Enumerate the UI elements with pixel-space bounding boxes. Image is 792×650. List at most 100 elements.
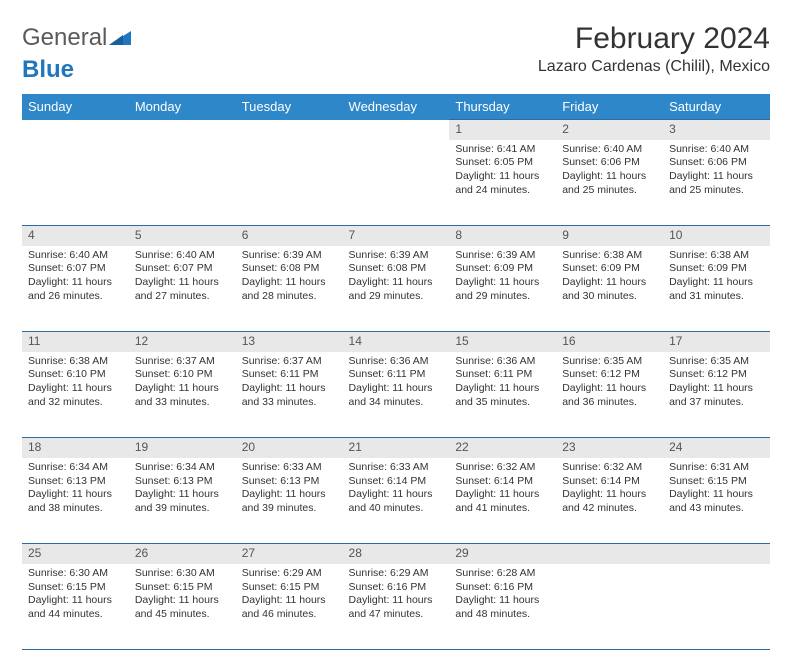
daylight-text-2: and 26 minutes. [28,290,123,304]
day-header: Thursday [449,94,556,120]
day-content-cell: Sunrise: 6:38 AMSunset: 6:09 PMDaylight:… [556,246,663,332]
content-row: Sunrise: 6:40 AMSunset: 6:07 PMDaylight:… [22,246,770,332]
content-row: Sunrise: 6:30 AM Sunset: 6:15 PM Daylight:… [22,564,770,650]
sunrise-text: Sunrise: 6:38 AM [669,249,764,263]
day-content-cell: Sunrise: 6:39 AMSunset: 6:09 PMDaylight:… [449,246,556,332]
sunset-text: Sunset: 6:07 PM [135,262,230,276]
day-number-cell: 15 [449,332,556,352]
day-content-cell: Sunrise: 6:33 AMSunset: 6:13 PMDaylight:… [236,458,343,544]
day-content-cell: Sunrise: 6:33 AMSunset: 6:14 PMDaylight:… [343,458,450,544]
day-content-cell: Sunrise: 6:40 AMSunset: 6:07 PMDaylight:… [129,246,236,332]
sunset-text: Sunset: 6:16 PM [349,581,444,595]
sunset-text: Sunset: 6:05 PM [455,156,550,170]
sunrise-text: Sunrise: 6:32 AM [455,461,550,475]
sunrise-text: Sunrise: 6:35 AM [669,355,764,369]
sunrise-text: Sunrise: 6:30 AM [28,567,123,581]
day-number-cell: 21 [343,438,450,458]
day-number-cell: 16 [556,332,663,352]
day-number-cell: 24 [663,438,770,458]
sunset-text: Sunset: 6:14 PM [455,475,550,489]
sunset-text: Sunset: 6:12 PM [669,368,764,382]
day-number-cell: 17 [663,332,770,352]
daylight-text-2: and 45 minutes. [135,608,230,622]
daylight-text-1: Daylight: 11 hours [669,276,764,290]
daylight-text-1: Daylight: 11 hours [28,276,123,290]
day-number-cell: 27 [236,544,343,564]
logo-text-general: General [22,24,107,51]
sunrise-text: Sunrise: 6:29 AM [242,567,337,581]
daylight-text-1: Daylight: 11 hours [455,488,550,502]
daylight-text-2: and 44 minutes. [28,608,123,622]
day-content-cell: Sunrise: 6:30 AMSunset: 6:15 PMDaylight:… [129,564,236,650]
day-number-cell: 12 [129,332,236,352]
sunrise-text: Sunrise: 6:40 AM [135,249,230,263]
day-content-cell: Sunrise: 6:36 AMSunset: 6:11 PMDaylight:… [449,352,556,438]
day-content-cell: Sunrise: 6:31 AMSunset: 6:15 PMDaylight:… [663,458,770,544]
daylight-text-1: Daylight: 11 hours [562,170,657,184]
day-number-cell: 1 [449,120,556,140]
daylight-text-2: and 29 minutes. [349,290,444,304]
daylight-text-1: Daylight: 11 hours [242,276,337,290]
day-header: Saturday [663,94,770,120]
daylight-text-1: Daylight: 11 hours [28,382,123,396]
daylight-text-2: and 36 minutes. [562,396,657,410]
sunrise-text: Sunrise: 6:33 AM [349,461,444,475]
daylight-text-1: Daylight: 11 hours [349,594,444,608]
daylight-text-2: and 25 minutes. [669,184,764,198]
daylight-text-2: and 38 minutes. [28,502,123,516]
day-content-cell [22,140,129,226]
sunrise-text: Sunrise: 6:35 AM [562,355,657,369]
day-content-cell: Sunrise: 6:28 AMSunset: 6:16 PMDaylight:… [449,564,556,650]
daynum-row: 2526272829 [22,544,770,564]
sunrise-text: Sunrise: 6:40 AM [28,249,123,263]
day-content-cell [343,140,450,226]
sunrise-text: Sunrise: 6:38 AM [562,249,657,263]
sunset-text: Sunset: 6:11 PM [242,368,337,382]
sunset-text: Sunset: 6:15 PM [242,581,337,595]
daylight-text-2: and 40 minutes. [349,502,444,516]
daylight-text-1: Daylight: 11 hours [242,488,337,502]
daylight-text-1: Daylight: 11 hours [455,594,550,608]
sunset-text: Sunset: 6:06 PM [669,156,764,170]
daylight-text-2: and 32 minutes. [28,396,123,410]
day-number-cell: 18 [22,438,129,458]
sunrise-text: Sunrise: 6:40 AM [669,143,764,157]
daylight-text-2: and 48 minutes. [455,608,550,622]
day-number-cell: 6 [236,226,343,246]
content-row: Sunrise: 6:34 AMSunset: 6:13 PMDaylight:… [22,458,770,544]
day-content-cell: Sunrise: 6:32 AMSunset: 6:14 PMDaylight:… [556,458,663,544]
day-content-cell: Sunrise: 6:39 AMSunset: 6:08 PMDaylight:… [343,246,450,332]
daylight-text-1: Daylight: 11 hours [669,382,764,396]
day-content-cell [663,564,770,650]
daylight-text-2: and 46 minutes. [242,608,337,622]
day-number-cell: 5 [129,226,236,246]
day-number-cell: 28 [343,544,450,564]
sunset-text: Sunset: 6:10 PM [135,368,230,382]
daylight-text-2: and 39 minutes. [135,502,230,516]
day-number-cell [22,120,129,140]
sunset-text: Sunset: 6:15 PM [135,581,230,595]
daylight-text-1: Daylight: 11 hours [455,382,550,396]
day-number-cell: 9 [556,226,663,246]
day-content-cell: Sunrise: 6:29 AMSunset: 6:15 PMDaylight:… [236,564,343,650]
daylight-text-2: and 39 minutes. [242,502,337,516]
location-text: Lazaro Cardenas (Chilil), Mexico [538,58,770,76]
daylight-text-1: Daylight: 11 hours [669,488,764,502]
day-content-cell: Sunrise: 6:35 AMSunset: 6:12 PMDaylight:… [556,352,663,438]
day-number-cell: 7 [343,226,450,246]
sunrise-text: Sunrise: 6:39 AM [349,249,444,263]
daynum-row: 123 [22,120,770,140]
daylight-text-1: Daylight: 11 hours [562,488,657,502]
sunset-text: Sunset: 6:13 PM [28,475,123,489]
day-number-cell: 23 [556,438,663,458]
day-content-cell: Sunrise: 6:39 AMSunset: 6:08 PMDaylight:… [236,246,343,332]
day-content-cell: Sunrise: 6:30 AMSunset: 6:15 PMDaylight:… [22,564,129,650]
sunset-text: Sunset: 6:09 PM [669,262,764,276]
logo-text-blue: Blue [22,56,74,83]
day-number-cell: 2 [556,120,663,140]
day-number-cell: 25 [22,544,129,564]
logo-text: General Blue [22,26,131,82]
day-content-cell: Sunrise: 6:34 AMSunset: 6:13 PMDaylight:… [22,458,129,544]
day-content-cell: Sunrise: 6:34 AMSunset: 6:13 PMDaylight:… [129,458,236,544]
sunset-text: Sunset: 6:08 PM [349,262,444,276]
